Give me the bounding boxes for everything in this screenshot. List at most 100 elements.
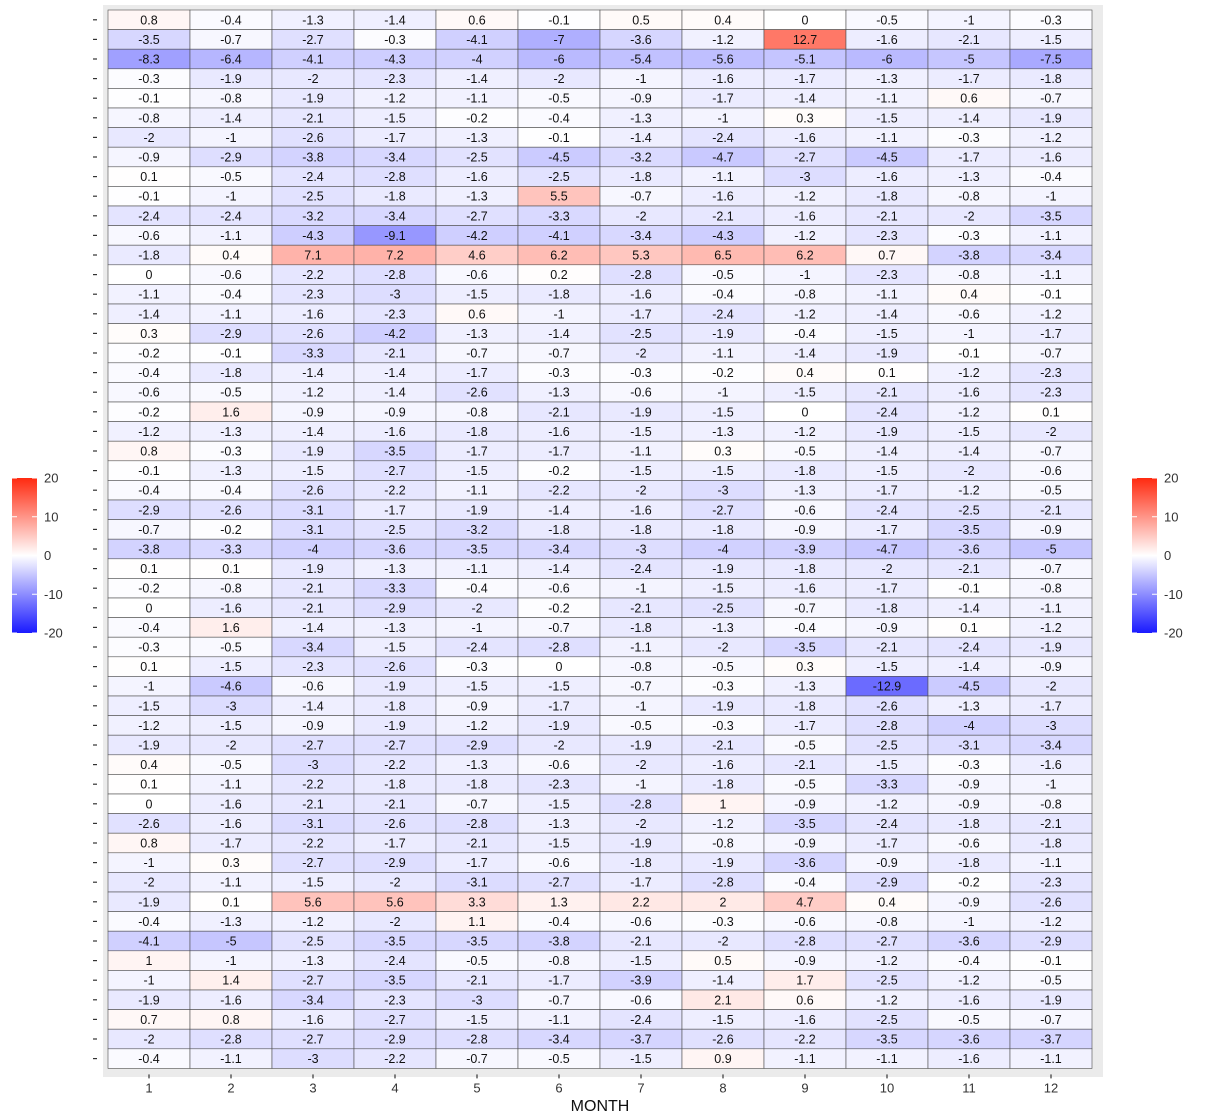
cell-value-label: -0.3: [958, 229, 980, 243]
cell-value-label: -2.7: [302, 1033, 324, 1047]
cell-value-label: -1.8: [548, 523, 570, 537]
cell-value-label: -0.9: [876, 621, 898, 635]
cell-value-label: -1.6: [958, 993, 980, 1007]
cell-value-label: -1.5: [1040, 33, 1062, 47]
cell-value-label: -3.8: [302, 151, 324, 165]
cell-value-label: -1.4: [876, 307, 898, 321]
cell-value-label: -1.2: [712, 33, 734, 47]
cell-value-label: -1.5: [548, 680, 570, 694]
cell-value-label: -0.5: [794, 778, 816, 792]
cell-value-label: -1.5: [466, 1013, 488, 1027]
cell-value-label: -1.3: [302, 13, 324, 27]
cell-value-label: 0.8: [222, 1013, 239, 1027]
cell-value-label: -1.7: [220, 837, 242, 851]
cell-value-label: 0.4: [714, 13, 731, 27]
cell-value-label: -1: [635, 582, 646, 596]
cell-value-label: -0.3: [1040, 13, 1062, 27]
cell-value-label: -1.6: [712, 758, 734, 772]
cell-value-label: -0.8: [466, 405, 488, 419]
cell-value-label: -1.5: [466, 464, 488, 478]
cell-value-label: -5.6: [712, 53, 734, 67]
cell-value-label: -1.9: [302, 562, 324, 576]
cell-value-label: -1: [225, 131, 236, 145]
cell-value-label: -4.1: [548, 229, 570, 243]
cell-value-label: -4.3: [712, 229, 734, 243]
cell-value-label: 0.4: [878, 895, 895, 909]
cell-value-label: -1.4: [302, 366, 324, 380]
cell-value-label: -2: [143, 876, 154, 890]
cell-value-label: -1.2: [958, 974, 980, 988]
cell-value-label: -2.5: [302, 935, 324, 949]
cell-value-label: -3.3: [302, 347, 324, 361]
cell-value-label: -4.5: [876, 151, 898, 165]
cell-value-label: -4.1: [466, 33, 488, 47]
cell-value-label: 0.1: [140, 170, 157, 184]
cell-value-label: -0.9: [630, 92, 652, 106]
cell-value-label: -0.4: [794, 621, 816, 635]
cell-value-label: -1.9: [384, 719, 406, 733]
cell-value-label: -3: [225, 699, 236, 713]
cell-value-label: -1: [225, 954, 236, 968]
cell-value-label: -1.6: [302, 1013, 324, 1027]
cell-value-label: -1.6: [1040, 758, 1062, 772]
cell-value-label: -0.5: [1040, 974, 1062, 988]
cell-value-label: 0.4: [796, 366, 813, 380]
cell-value-label: 1.6: [222, 405, 239, 419]
cell-value-label: -2.7: [302, 856, 324, 870]
cell-value-label: -0.3: [220, 445, 242, 459]
cell-value-label: 0.8: [140, 837, 157, 851]
cell-value-label: -0.9: [794, 523, 816, 537]
cell-value-label: -2: [553, 72, 564, 86]
cell-value-label: -0.1: [958, 582, 980, 596]
cell-value-label: -1: [799, 268, 810, 282]
cell-value-label: -1.9: [712, 699, 734, 713]
cell-value-label: -2.8: [876, 719, 898, 733]
cell-value-label: -1.4: [794, 347, 816, 361]
cell-value-label: -3.1: [466, 876, 488, 890]
cell-value-label: -2.7: [384, 1013, 406, 1027]
cell-value-label: -1.5: [138, 699, 160, 713]
cell-value-label: -3.6: [958, 543, 980, 557]
cell-value-label: -0.2: [548, 464, 570, 478]
cell-value-label: -2.7: [302, 739, 324, 753]
cell-value-label: -1.8: [138, 249, 160, 263]
cell-value-label: -1.7: [548, 974, 570, 988]
cell-value-label: -3.9: [794, 543, 816, 557]
cell-value-label: -2.7: [302, 33, 324, 47]
cell-value-label: 0.3: [222, 856, 239, 870]
cell-value-label: -2.7: [548, 876, 570, 890]
cell-value-label: -0.3: [384, 33, 406, 47]
cell-value-label: -2.8: [466, 1033, 488, 1047]
cell-value-label: -1.6: [712, 72, 734, 86]
cell-value-label: -0.1: [548, 13, 570, 27]
cell-value-label: -2.8: [384, 170, 406, 184]
cell-value-label: -1.2: [876, 797, 898, 811]
cell-value-label: -1.3: [630, 111, 652, 125]
cell-value-label: -2.1: [548, 405, 570, 419]
cell-value-label: -1.7: [548, 445, 570, 459]
cell-value-label: -0.8: [958, 268, 980, 282]
cell-value-label: -0.5: [220, 758, 242, 772]
heatmap-cell: [1009, 1048, 1093, 1069]
cell-value-label: -0.8: [138, 111, 160, 125]
cell-value-label: -0.7: [1040, 445, 1062, 459]
cell-value-label: -1.5: [220, 719, 242, 733]
cell-value-label: -2.3: [876, 268, 898, 282]
cell-value-label: -1.9: [630, 739, 652, 753]
cell-value-label: -2: [635, 817, 646, 831]
cell-value-label: -0.3: [138, 72, 160, 86]
cell-value-label: -1.1: [466, 484, 488, 498]
cell-value-label: -1.8: [794, 464, 816, 478]
cell-value-label: -3.4: [302, 993, 324, 1007]
cell-value-label: -1.9: [138, 895, 160, 909]
cell-value-label: -2: [717, 935, 728, 949]
cell-value-label: -3: [471, 993, 482, 1007]
cell-value-label: 12.7: [793, 33, 817, 47]
cell-value-label: -3.4: [384, 151, 406, 165]
cell-value-label: -1.9: [630, 837, 652, 851]
cell-value-label: -1: [143, 856, 154, 870]
cell-value-label: -0.6: [794, 915, 816, 929]
cell-value-label: -1.5: [630, 425, 652, 439]
cell-value-label: 6.5: [714, 249, 731, 263]
